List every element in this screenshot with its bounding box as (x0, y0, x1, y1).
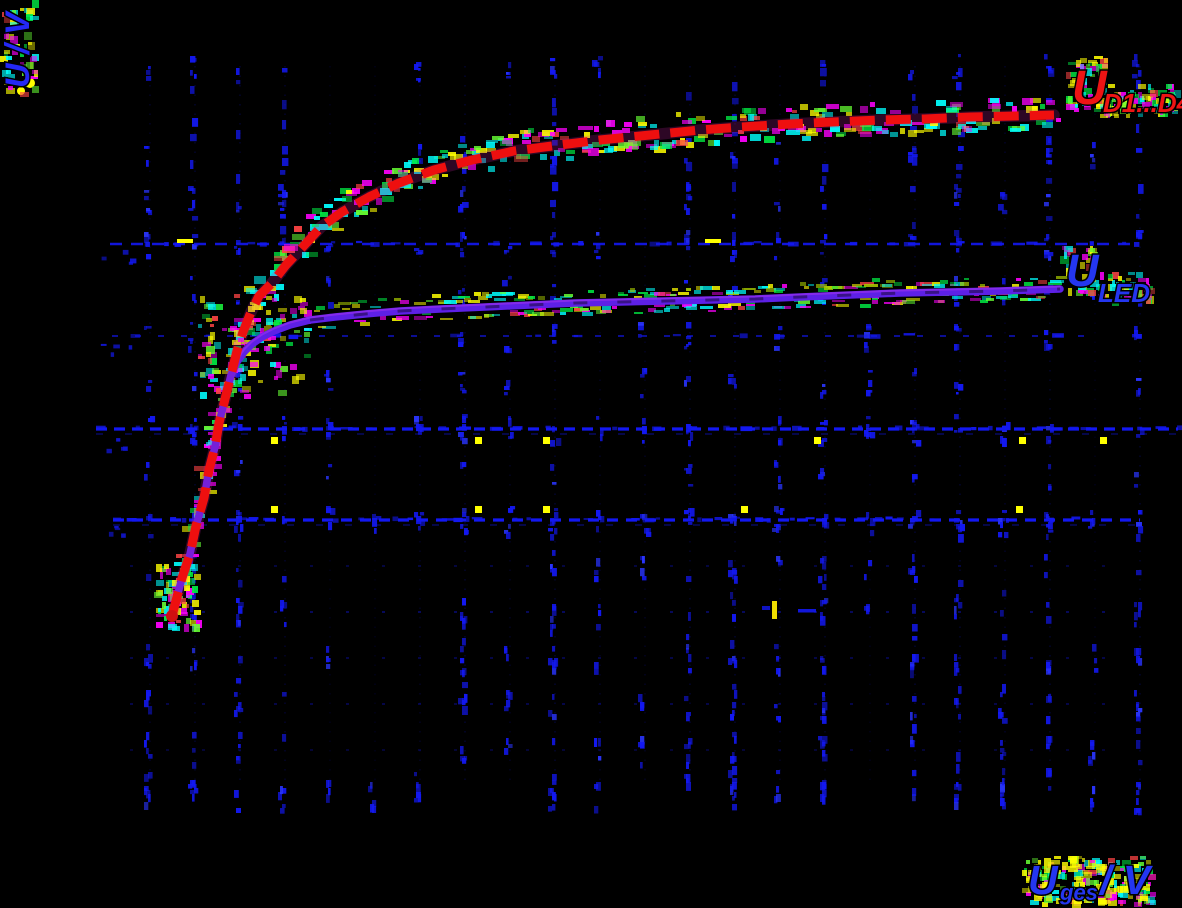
svg-text:D1...D4: D1...D4 (1103, 88, 1182, 118)
svg-text:/ V: / V (1098, 857, 1154, 903)
svg-text:U: U (1066, 245, 1100, 296)
svg-text:U: U (1072, 62, 1108, 115)
svg-text:LED: LED (1098, 278, 1150, 308)
svg-text:U: U (1028, 857, 1059, 903)
svg-text:ges: ges (1059, 880, 1098, 905)
svg-text:U / V: U / V (0, 9, 37, 88)
